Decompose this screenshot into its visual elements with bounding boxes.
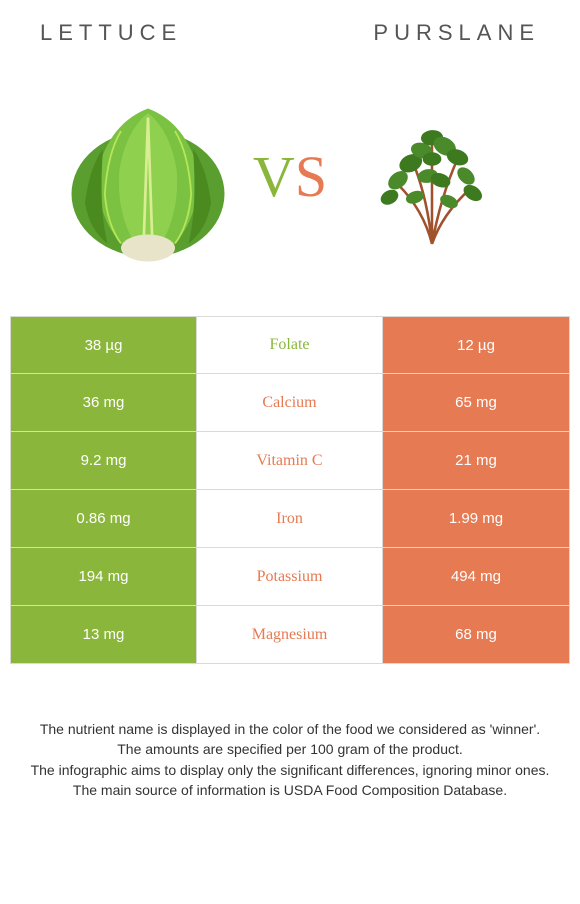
nutrient-row: 9.2 mgVitamin C21 mg	[10, 432, 570, 490]
nutrient-table: 38 µgFolate12 µg36 mgCalcium65 mg9.2 mgV…	[10, 316, 570, 664]
left-value-cell: 36 mg	[11, 374, 197, 431]
nutrient-row: 38 µgFolate12 µg	[10, 316, 570, 374]
nutrient-row: 194 mgPotassium494 mg	[10, 548, 570, 606]
nutrient-name-cell: Vitamin C	[197, 432, 383, 489]
vs-s-letter: S	[295, 143, 327, 210]
vs-label: VS	[253, 143, 327, 210]
footer-line-1: The nutrient name is displayed in the co…	[20, 719, 560, 739]
right-value-cell: 494 mg	[383, 548, 569, 605]
infographic-container: LETTUCE PURSLANE VS	[0, 0, 580, 820]
left-value-cell: 0.86 mg	[11, 490, 197, 547]
nutrient-row: 36 mgCalcium65 mg	[10, 374, 570, 432]
right-value-cell: 68 mg	[383, 606, 569, 663]
nutrient-name-cell: Folate	[197, 317, 383, 373]
right-value-cell: 65 mg	[383, 374, 569, 431]
header-row: LETTUCE PURSLANE	[10, 20, 570, 46]
nutrient-name-cell: Iron	[197, 490, 383, 547]
lettuce-image	[53, 81, 243, 271]
nutrient-name-cell: Magnesium	[197, 606, 383, 663]
purslane-image	[337, 81, 527, 271]
footer-line-4: The main source of information is USDA F…	[20, 780, 560, 800]
purslane-icon	[347, 96, 517, 256]
footer-notes: The nutrient name is displayed in the co…	[10, 719, 570, 800]
footer-line-3: The infographic aims to display only the…	[20, 760, 560, 780]
left-value-cell: 13 mg	[11, 606, 197, 663]
left-value-cell: 38 µg	[11, 317, 197, 373]
lettuce-icon	[58, 86, 238, 266]
nutrient-name-cell: Potassium	[197, 548, 383, 605]
right-value-cell: 1.99 mg	[383, 490, 569, 547]
nutrient-name-cell: Calcium	[197, 374, 383, 431]
images-row: VS	[10, 66, 570, 286]
right-food-title: PURSLANE	[373, 20, 540, 46]
left-value-cell: 194 mg	[11, 548, 197, 605]
left-value-cell: 9.2 mg	[11, 432, 197, 489]
right-value-cell: 12 µg	[383, 317, 569, 373]
left-food-title: LETTUCE	[40, 20, 182, 46]
right-value-cell: 21 mg	[383, 432, 569, 489]
footer-line-2: The amounts are specified per 100 gram o…	[20, 739, 560, 759]
vs-v-letter: V	[253, 143, 295, 210]
nutrient-row: 0.86 mgIron1.99 mg	[10, 490, 570, 548]
nutrient-row: 13 mgMagnesium68 mg	[10, 606, 570, 664]
